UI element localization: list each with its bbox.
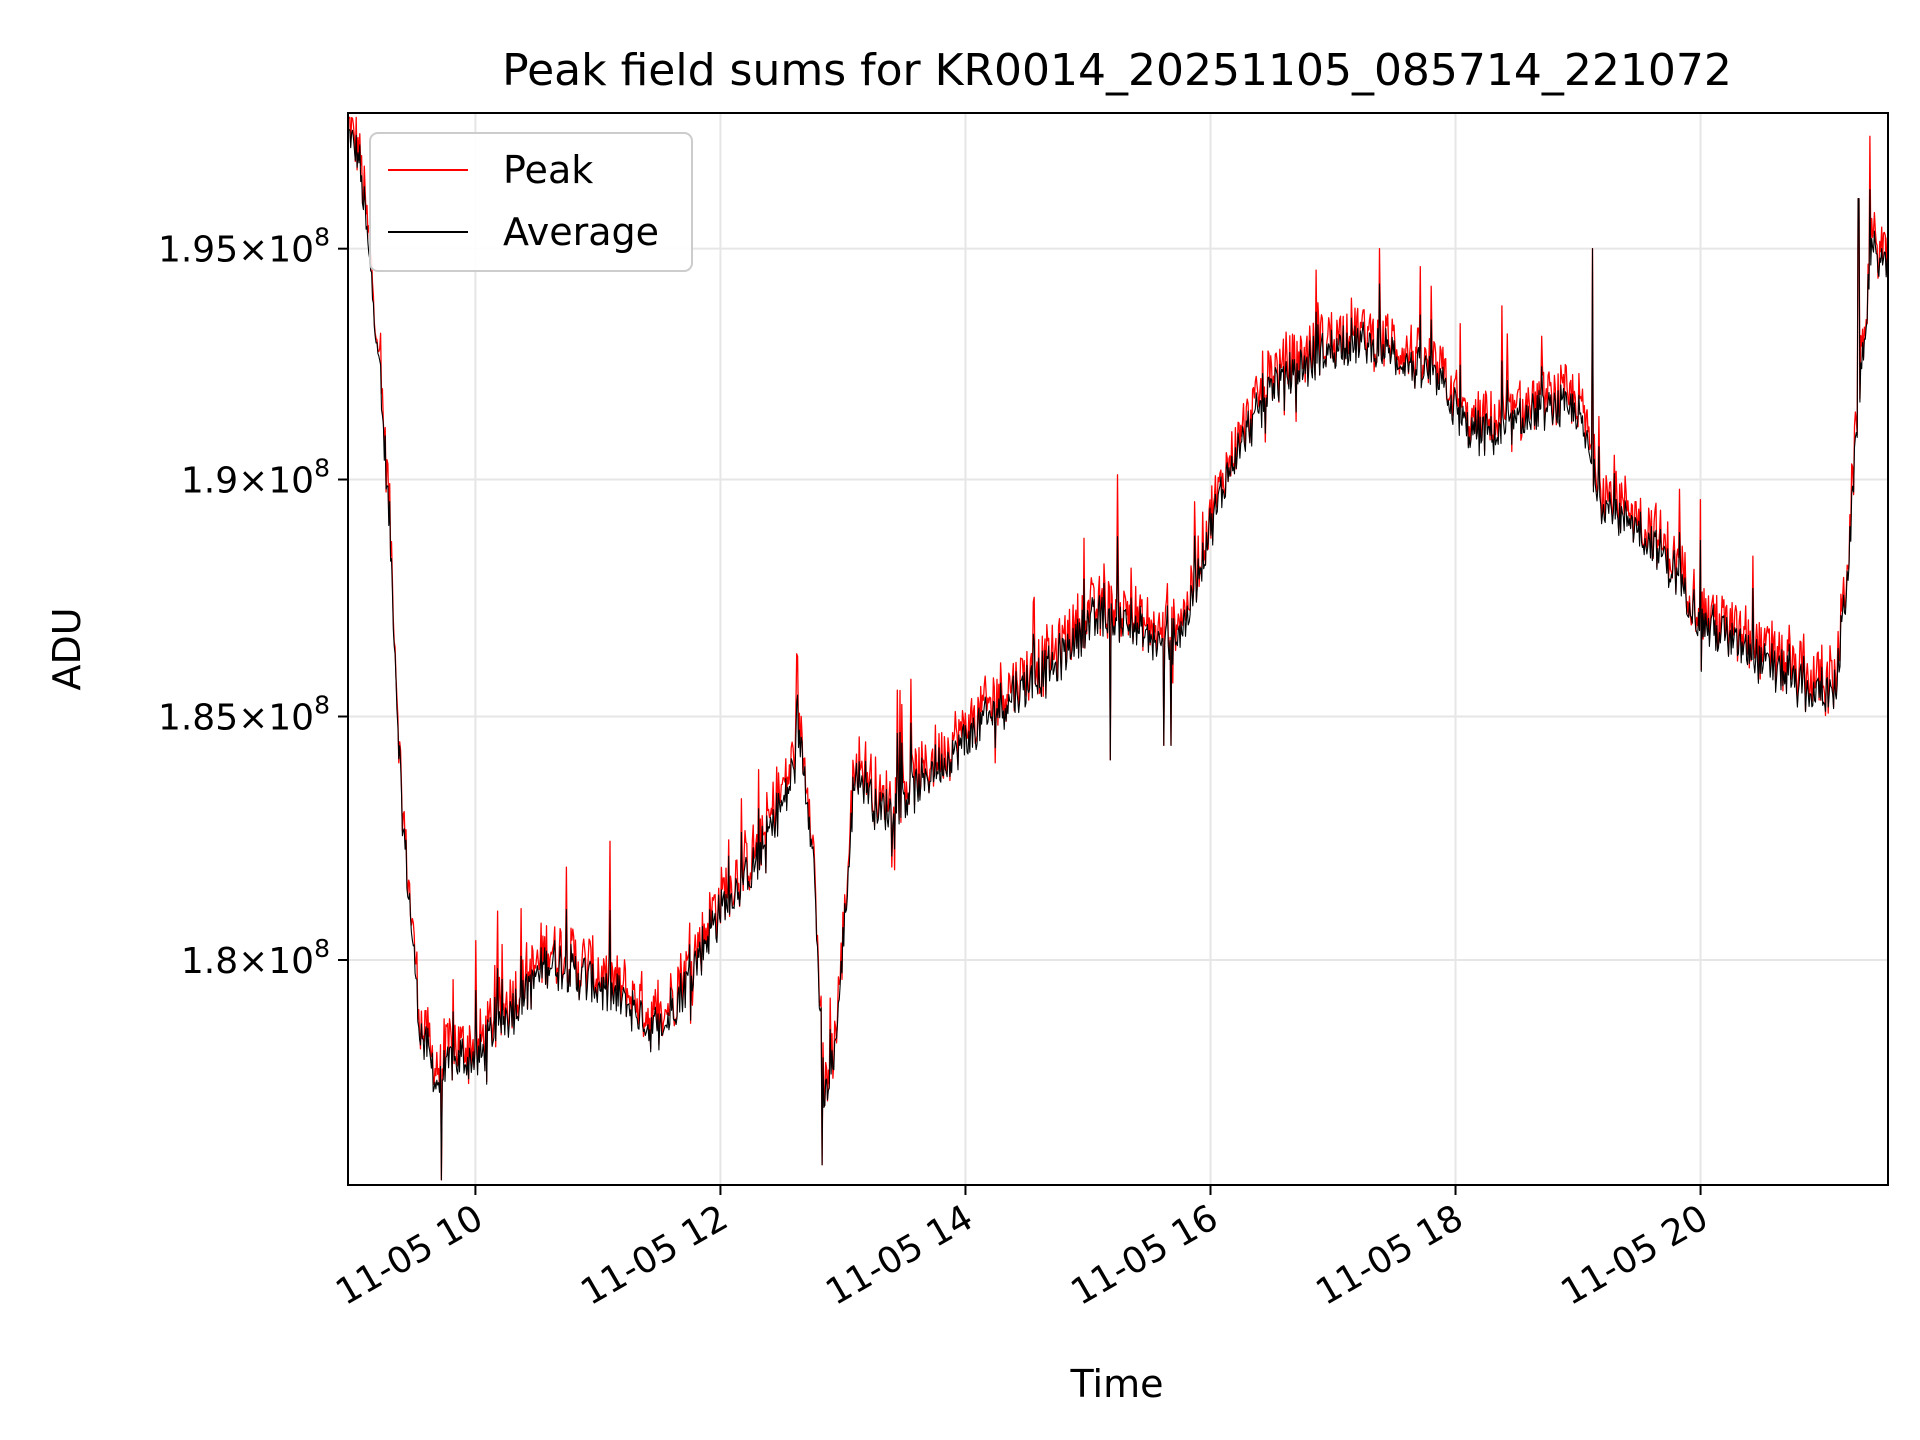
series-layer bbox=[347, 116, 1889, 1181]
y-tick-label: 1.85×108 bbox=[158, 691, 330, 739]
legend: Peak Average bbox=[369, 132, 693, 272]
y-tick-times: ×10 bbox=[238, 230, 314, 271]
y-tick-label: 1.95×108 bbox=[158, 223, 330, 271]
y-tick-label: 1.9×108 bbox=[181, 454, 330, 502]
legend-average-label: Average bbox=[503, 210, 659, 254]
chart-title: Peak field sums for KR0014_20251105_0857… bbox=[502, 45, 1732, 96]
y-tick-exponent: 8 bbox=[314, 934, 330, 963]
y-tick-mantissa: 1.8 bbox=[181, 941, 238, 982]
series-line-peak bbox=[347, 116, 1889, 1181]
legend-peak-label: Peak bbox=[503, 148, 593, 192]
y-tick-mantissa: 1.85 bbox=[158, 698, 238, 739]
y-tick-times: ×10 bbox=[238, 461, 314, 502]
y-tick-times: ×10 bbox=[238, 941, 314, 982]
y-axis-label: ADU bbox=[45, 607, 89, 690]
y-tick-exponent: 8 bbox=[314, 454, 330, 483]
plot-frame bbox=[347, 112, 1889, 1186]
series-line-average bbox=[347, 129, 1889, 1181]
y-tick-exponent: 8 bbox=[314, 223, 330, 252]
y-tick-times: ×10 bbox=[238, 698, 314, 739]
y-tick-label: 1.8×108 bbox=[181, 934, 330, 982]
y-tick-mantissa: 1.95 bbox=[158, 230, 238, 271]
legend-box bbox=[369, 132, 693, 272]
x-axis-label: Time bbox=[1070, 1362, 1164, 1406]
y-tick-exponent: 8 bbox=[314, 691, 330, 720]
y-tick-mantissa: 1.9 bbox=[181, 461, 238, 502]
